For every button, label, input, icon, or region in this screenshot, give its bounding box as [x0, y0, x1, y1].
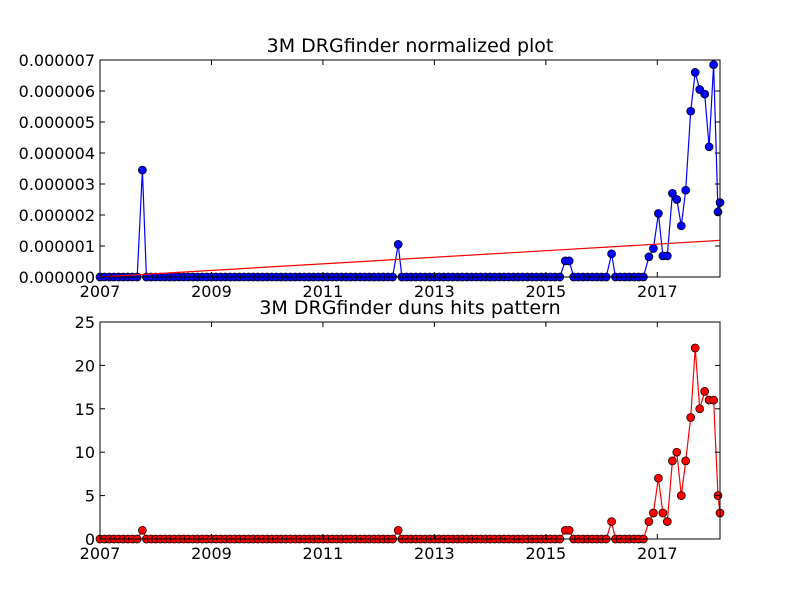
y-tick-label: 0.000001: [19, 237, 95, 256]
data-point: [644, 517, 654, 526]
data-point: [704, 142, 714, 152]
y-tick-label: 0.000005: [19, 113, 95, 132]
data-point: [644, 252, 654, 262]
x-tick-label: 2017: [637, 544, 678, 563]
x-tick-label: 2013: [414, 282, 455, 301]
data-point: [676, 491, 686, 500]
x-tick-label: 2013: [414, 544, 455, 563]
top-plot: 0.000000 0.000001 0.000002 0.000003 0.000004…: [19, 35, 725, 301]
data-point: [138, 165, 147, 175]
data-point: [564, 525, 574, 535]
data-point: [607, 249, 616, 259]
plot-frame: [99, 59, 721, 278]
x-tick-label: 2015: [525, 282, 566, 301]
data-point: [690, 68, 700, 77]
trend-line: [99, 239, 721, 278]
data-point: [672, 447, 682, 457]
y-tick-label: 0.000007: [19, 51, 95, 70]
data-point: [672, 195, 682, 204]
data-point: [662, 517, 672, 526]
data-point: [658, 508, 668, 518]
series-line: [100, 347, 721, 540]
data-point: [564, 256, 574, 266]
data-point: [700, 89, 710, 99]
y-tick-label: 0.000000: [19, 268, 95, 287]
data-point: [668, 188, 677, 198]
data-point: [654, 209, 663, 218]
x-tick-label: 2017: [637, 282, 678, 301]
data-point: [393, 240, 403, 249]
y-tick-label: 0.000003: [19, 175, 95, 194]
top-plot-title: 3M DRGfinder normalized plot: [267, 35, 554, 57]
x-tick-label: 2015: [525, 544, 566, 563]
bottom-plot-title: 3M DRGfinder duns hits pattern: [259, 297, 560, 319]
data-point: [649, 508, 658, 518]
data-point: [681, 456, 691, 466]
x-tick-label: 2009: [191, 282, 232, 301]
bottom-plot: 0 5 10 15 20 25 2007 2009 2011 2013 2015 2017 3M DRG…: [75, 297, 725, 563]
data-point: [662, 251, 672, 261]
data-point: [607, 517, 616, 526]
y-tick-label: 20: [75, 356, 95, 375]
data-point: [686, 106, 696, 116]
data-point: [695, 404, 705, 414]
x-tick-label: 2007: [80, 282, 121, 301]
plot-frame: [99, 321, 721, 540]
data-point: [138, 525, 147, 535]
x-tick-label: 2007: [80, 544, 121, 563]
y-tick-label: 5: [85, 487, 95, 506]
data-point: [654, 473, 663, 483]
series-line: [100, 64, 721, 278]
x-tick-label: 2009: [191, 544, 232, 563]
data-point: [690, 343, 700, 353]
data-point: [681, 185, 691, 195]
y-tick-label: 0.000006: [19, 82, 95, 101]
y-tick-label: 25: [75, 313, 95, 332]
y-tick-label: 0.000004: [19, 144, 95, 163]
y-tick-label: 0: [85, 530, 95, 549]
data-point: [393, 525, 403, 535]
data-point: [700, 387, 710, 396]
data-point: [676, 221, 686, 231]
data-point: [686, 413, 696, 422]
data-point: [709, 60, 718, 70]
data-point: [709, 395, 718, 405]
x-tick-label: 2011: [303, 544, 344, 563]
y-tick-label: 15: [75, 400, 95, 419]
y-tick-label: 10: [75, 443, 95, 462]
y-tick-label: 0.000002: [19, 206, 95, 225]
data-point: [649, 244, 658, 253]
x-tick-label: 2011: [303, 282, 344, 301]
data-point: [668, 456, 677, 466]
